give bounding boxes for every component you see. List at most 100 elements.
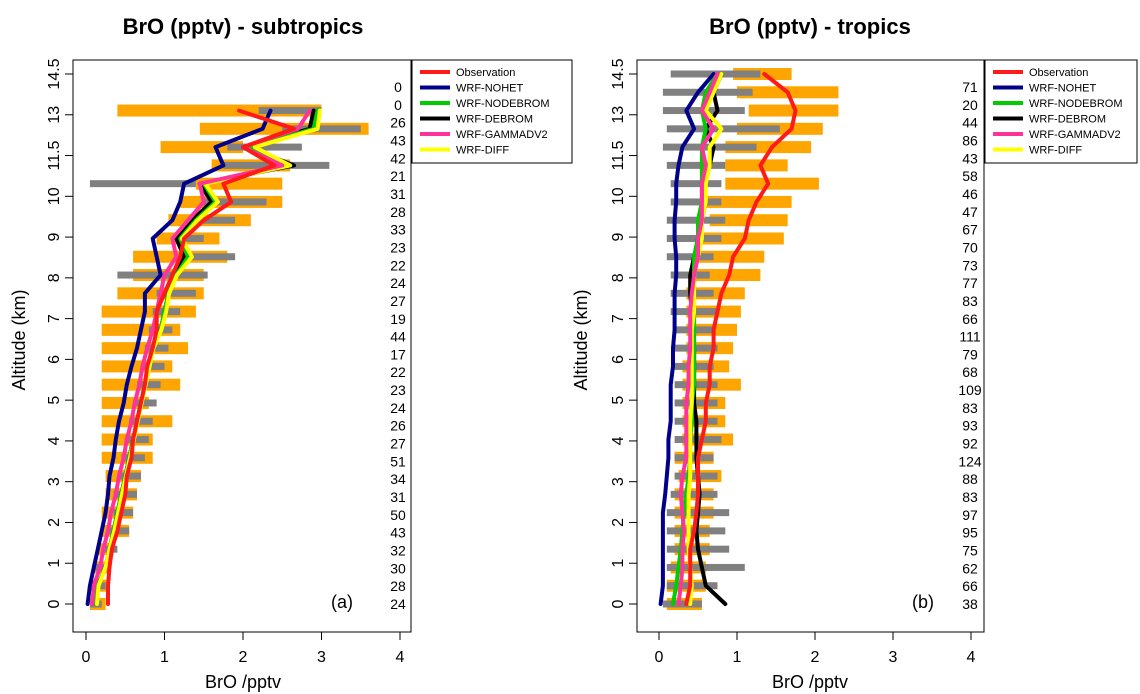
y-tick-label: 3 [610,477,627,486]
x-tick-label: 2 [239,649,248,666]
sample-count: 43 [390,132,406,148]
x-axis: 0 1 2 3 4 [82,631,405,666]
sample-count: 27 [390,293,406,309]
obs-range-bar [725,159,788,172]
y-tick-label: 10 [46,187,63,205]
legend-label: WRF-NODEBROM [456,98,550,110]
model-range-bar [666,161,726,169]
sample-count: 70 [962,239,978,255]
model-range-bar [662,600,702,608]
sample-count: 109 [958,382,982,398]
model-range-bar [188,216,236,224]
series-line-wrf-nohet [658,72,716,606]
sample-count: 67 [962,222,978,238]
y-tick-label: 1 [46,559,63,568]
series-line-wrf-gammadv2 [676,72,720,606]
model-range-bar [89,180,196,188]
y-tick-label: 8 [46,273,63,282]
y-tick-label: 14.5 [610,58,627,89]
sample-count: 22 [390,257,406,273]
sample-count: 83 [962,489,978,505]
model-range-bar [172,234,204,242]
y-tick-label: 11.5 [610,140,627,170]
model-range-bar [117,472,141,480]
x-tick-label: 0 [82,649,91,666]
x-tick-label: 1 [733,649,742,666]
y-axis: 0 1 2 3 4 5 6 7 8 9 10 11.5 13 14.5 [610,58,638,608]
obs-range-bar [737,122,823,135]
series-line-observation [684,72,798,606]
legend-label: WRF-DEBROM [1029,114,1106,126]
series-lines [658,72,798,606]
model-range-bar [125,436,149,444]
sample-count: 124 [958,453,982,469]
y-tick-label: 7 [610,314,627,323]
y-tick-label: 4 [610,436,627,445]
x-tick-label: 4 [967,649,976,666]
sample-count: 47 [962,204,978,220]
model-range-bar [670,180,722,188]
y-tick-label: 7 [46,314,63,323]
sample-count: 83 [962,293,978,309]
sample-count: 32 [390,543,406,559]
series-line-observation [106,108,296,606]
sample-count: 24 [390,400,406,416]
sample-counts: 2428303243503134512726242322174419272422… [390,79,406,612]
y-axis-label: Altitude (km) [9,289,29,390]
x-tick-label: 4 [396,649,405,666]
model-range-bar [137,381,161,389]
sample-count: 24 [390,596,406,612]
x-axis: 0 1 2 3 4 [655,631,976,666]
legend-label: WRF-DEBROM [456,114,533,126]
sample-count: 51 [390,453,406,469]
sample-count: 34 [390,471,406,487]
chart-title: BrO (pptv) - tropics [709,14,911,39]
x-tick-label: 3 [889,649,898,666]
x-axis-label: BrO /pptv [205,672,281,692]
sample-count: 31 [390,186,406,202]
y-tick-label: 6 [610,355,627,364]
model-range-bar [258,107,322,115]
sample-count: 62 [962,560,978,576]
chart-title: BrO (pptv) - subtropics [123,14,364,39]
sample-count: 44 [962,115,978,131]
sample-count: 73 [962,257,978,273]
sample-count: 43 [390,525,406,541]
y-tick-label: 0 [610,599,627,608]
sample-count: 38 [962,596,978,612]
model-range-bar [666,253,714,261]
model-range-bar [282,125,361,133]
sample-count: 77 [962,275,978,291]
sample-count: 66 [962,578,978,594]
model-range-bar [670,490,718,498]
y-tick-label: 5 [610,396,627,405]
sample-count: 83 [962,400,978,416]
y-tick-label: 9 [610,233,627,242]
x-tick-label: 3 [317,649,326,666]
series-line-wrf-gammadv2 [90,108,312,606]
obs-range-bar [705,195,792,208]
sample-count: 21 [390,168,406,184]
y-tick-label: 11.5 [46,140,63,170]
y-tick-label: 8 [610,273,627,282]
sample-count: 31 [390,489,406,505]
x-tick-label: 1 [160,649,169,666]
sample-count: 28 [390,204,406,220]
series-lines [85,108,322,606]
legend-box [984,59,1138,164]
sample-count: 92 [962,436,978,452]
sample-count: 33 [390,222,406,238]
sample-count: 23 [390,382,406,398]
sample-count: 95 [962,525,978,541]
legend-label: WRF-GAMMADV2 [456,129,548,141]
x-tick-label: 0 [655,649,664,666]
sample-count: 79 [962,346,978,362]
legend: Observation WRF-NOHET WRF-NODEBROM WRF-DEBR… [411,59,573,164]
sample-count: 26 [390,418,406,434]
panel-label: (b) [912,592,934,612]
sample-count: 23 [390,239,406,255]
y-axis-label: Altitude (km) [571,289,591,390]
